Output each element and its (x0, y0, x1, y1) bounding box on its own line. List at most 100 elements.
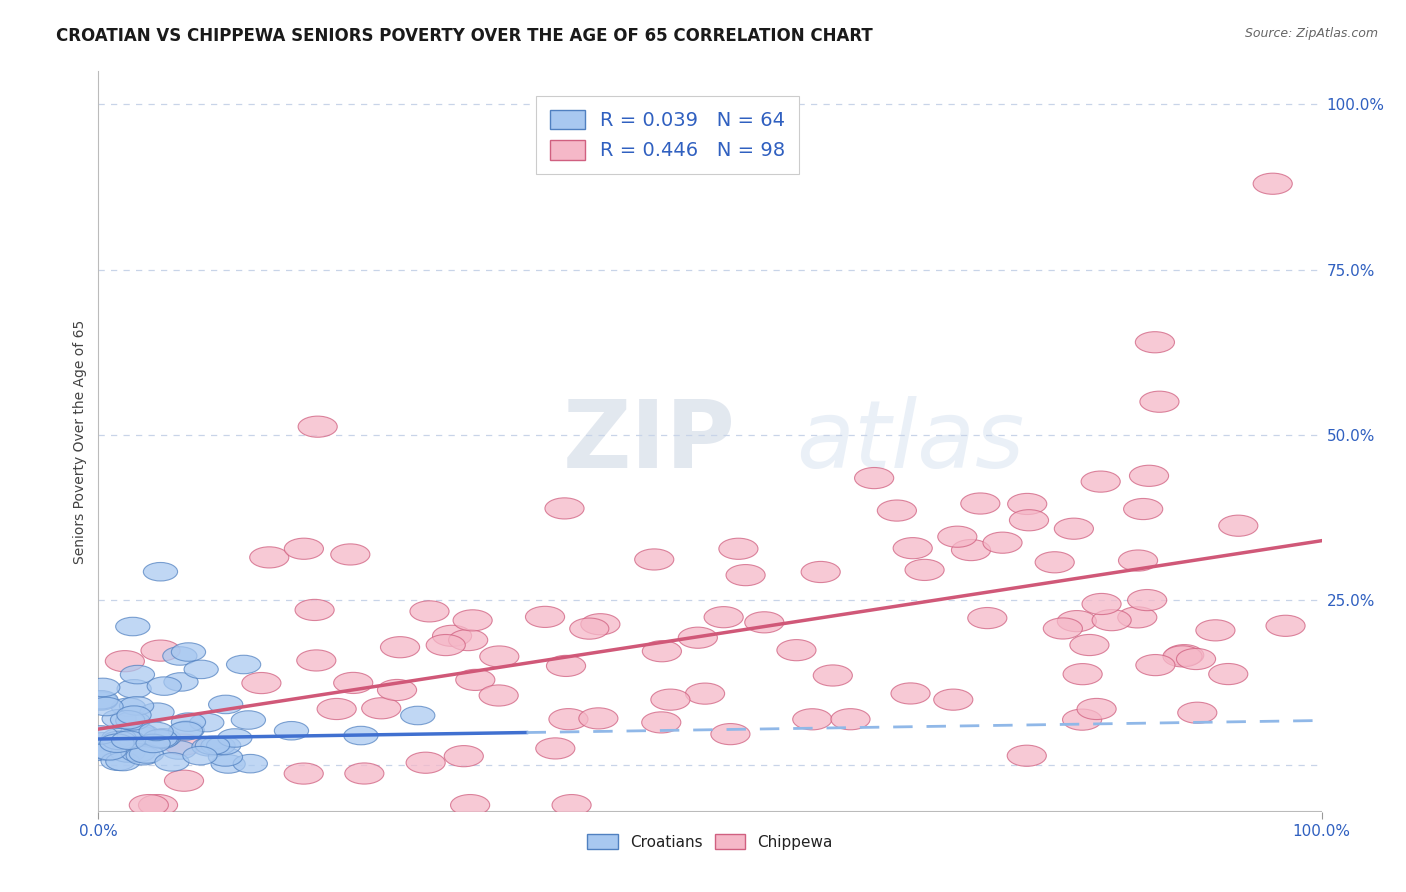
Ellipse shape (952, 540, 991, 561)
Ellipse shape (745, 612, 785, 633)
Ellipse shape (101, 752, 135, 771)
Ellipse shape (643, 640, 682, 662)
Ellipse shape (121, 723, 155, 741)
Ellipse shape (704, 607, 744, 628)
Ellipse shape (330, 544, 370, 565)
Ellipse shape (111, 711, 145, 729)
Ellipse shape (333, 673, 373, 693)
Ellipse shape (111, 698, 146, 716)
Ellipse shape (905, 559, 945, 581)
Ellipse shape (1123, 499, 1163, 520)
Ellipse shape (1081, 471, 1121, 492)
Ellipse shape (298, 416, 337, 437)
Ellipse shape (579, 708, 619, 729)
Ellipse shape (1209, 664, 1249, 685)
Ellipse shape (121, 744, 155, 762)
Ellipse shape (1007, 745, 1046, 766)
Ellipse shape (450, 795, 489, 815)
Ellipse shape (449, 630, 488, 650)
Ellipse shape (651, 689, 690, 710)
Ellipse shape (938, 526, 977, 548)
Text: CROATIAN VS CHIPPEWA SENIORS POVERTY OVER THE AGE OF 65 CORRELATION CHART: CROATIAN VS CHIPPEWA SENIORS POVERTY OVE… (56, 27, 873, 45)
Ellipse shape (444, 746, 484, 767)
Ellipse shape (793, 709, 832, 730)
Ellipse shape (231, 711, 266, 730)
Ellipse shape (136, 734, 170, 753)
Ellipse shape (581, 614, 620, 635)
Legend: Croatians, Chippewa: Croatians, Chippewa (581, 828, 839, 856)
Ellipse shape (122, 726, 156, 745)
Ellipse shape (139, 703, 174, 722)
Ellipse shape (233, 755, 267, 772)
Ellipse shape (86, 732, 121, 751)
Ellipse shape (138, 795, 177, 815)
Ellipse shape (1129, 466, 1168, 486)
Ellipse shape (274, 722, 308, 740)
Ellipse shape (1178, 702, 1216, 723)
Ellipse shape (121, 665, 155, 684)
Ellipse shape (546, 498, 583, 519)
Ellipse shape (1265, 615, 1305, 636)
Ellipse shape (778, 640, 815, 661)
Ellipse shape (143, 730, 177, 747)
Ellipse shape (1253, 173, 1292, 194)
Ellipse shape (479, 646, 519, 667)
Ellipse shape (89, 698, 124, 715)
Ellipse shape (411, 601, 449, 622)
Ellipse shape (105, 650, 145, 672)
Ellipse shape (1008, 493, 1047, 515)
Text: atlas: atlas (796, 396, 1024, 487)
Ellipse shape (1128, 590, 1167, 611)
Ellipse shape (934, 690, 973, 710)
Ellipse shape (129, 745, 163, 764)
Ellipse shape (183, 747, 217, 765)
Ellipse shape (801, 561, 841, 582)
Ellipse shape (553, 795, 591, 815)
Ellipse shape (686, 683, 724, 704)
Ellipse shape (117, 706, 152, 724)
Ellipse shape (242, 673, 281, 694)
Ellipse shape (146, 729, 181, 747)
Ellipse shape (381, 637, 419, 657)
Ellipse shape (1035, 552, 1074, 573)
Ellipse shape (297, 650, 336, 671)
Ellipse shape (127, 747, 160, 765)
Ellipse shape (295, 599, 335, 621)
Ellipse shape (120, 697, 153, 715)
Ellipse shape (1063, 664, 1102, 685)
Ellipse shape (184, 660, 218, 679)
Ellipse shape (226, 656, 260, 673)
Ellipse shape (211, 755, 245, 773)
Ellipse shape (548, 708, 588, 730)
Ellipse shape (406, 752, 446, 773)
Ellipse shape (207, 736, 240, 755)
Ellipse shape (111, 731, 146, 749)
Ellipse shape (983, 533, 1022, 553)
Ellipse shape (141, 640, 180, 661)
Ellipse shape (284, 763, 323, 784)
Ellipse shape (641, 712, 681, 733)
Ellipse shape (84, 742, 118, 761)
Ellipse shape (1219, 516, 1258, 536)
Ellipse shape (569, 618, 609, 640)
Ellipse shape (1136, 655, 1175, 675)
Ellipse shape (831, 708, 870, 730)
Ellipse shape (401, 706, 434, 725)
Ellipse shape (83, 726, 118, 744)
Ellipse shape (1177, 648, 1216, 670)
Y-axis label: Seniors Poverty Over the Age of 65: Seniors Poverty Over the Age of 65 (73, 319, 87, 564)
Ellipse shape (855, 467, 894, 489)
Ellipse shape (84, 690, 118, 709)
Ellipse shape (201, 736, 235, 755)
Ellipse shape (1077, 698, 1116, 720)
Ellipse shape (125, 724, 159, 743)
Ellipse shape (1118, 550, 1157, 571)
Ellipse shape (456, 669, 495, 690)
Ellipse shape (101, 729, 136, 747)
Ellipse shape (129, 795, 169, 815)
Ellipse shape (725, 565, 765, 586)
Ellipse shape (318, 698, 356, 720)
Ellipse shape (634, 549, 673, 570)
Ellipse shape (148, 677, 181, 696)
Ellipse shape (139, 723, 173, 740)
